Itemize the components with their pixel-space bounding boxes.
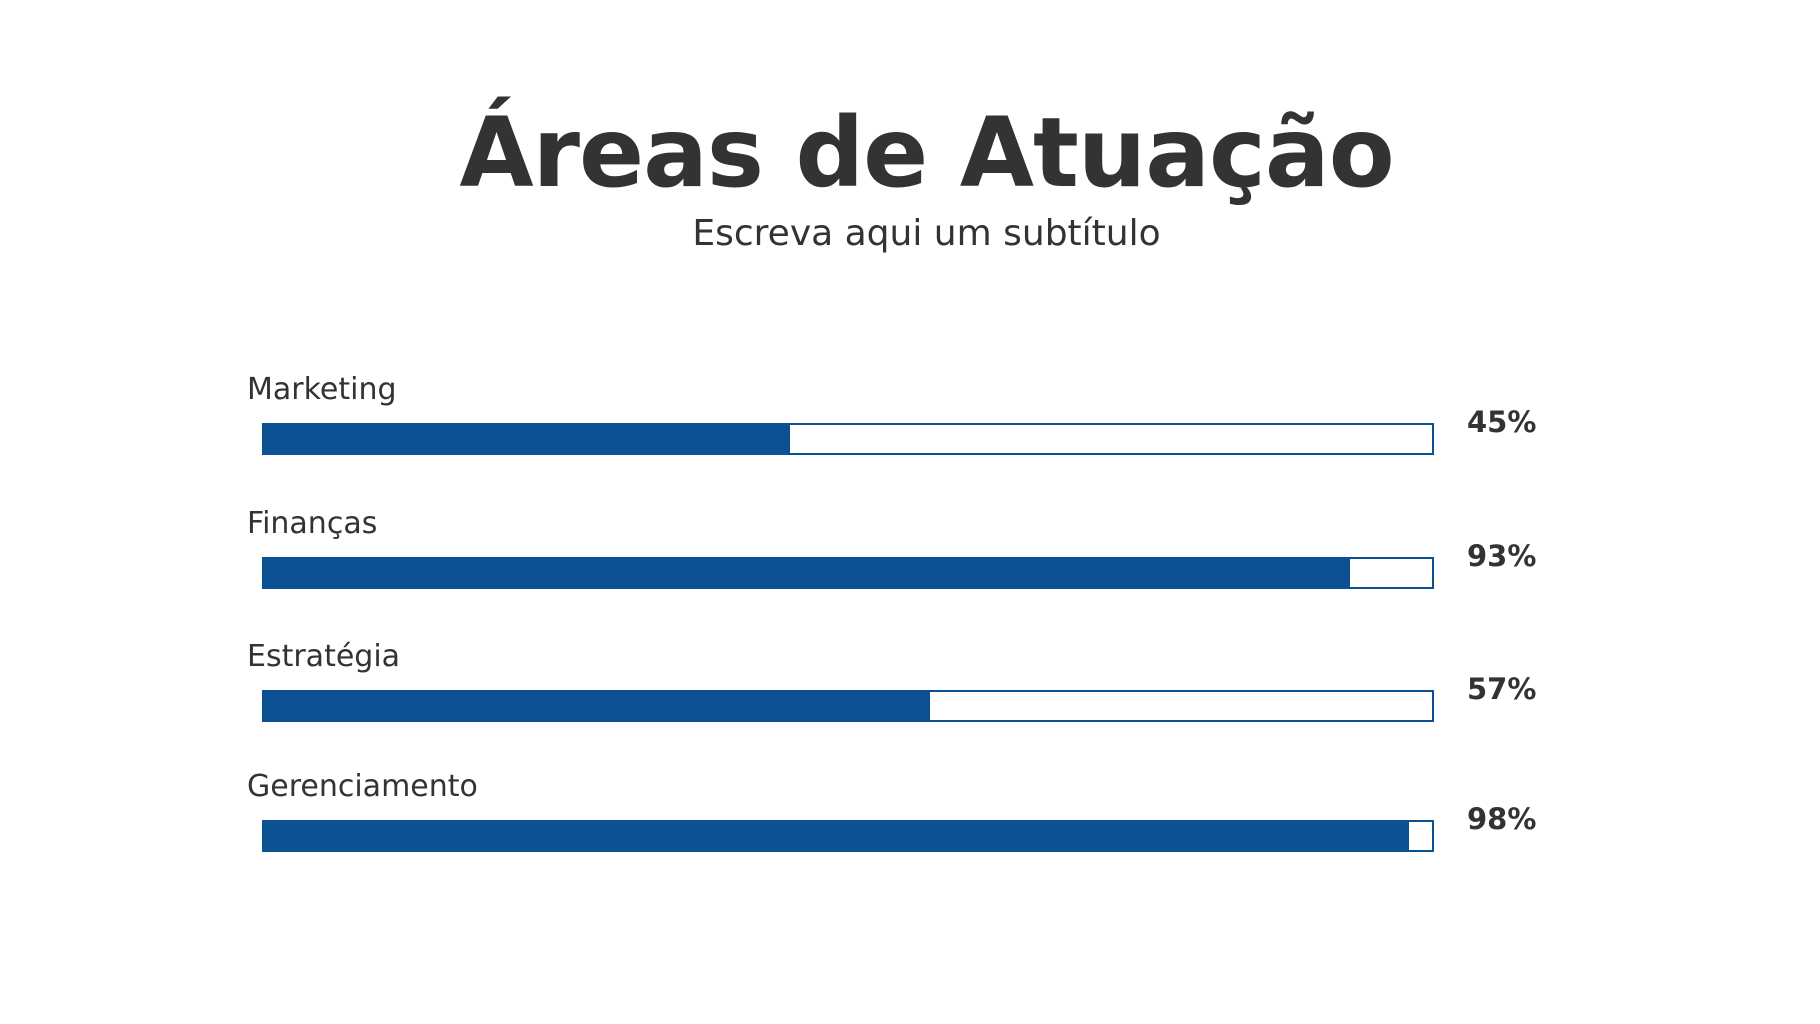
bar-row: Gerenciamento 98% — [0, 769, 1820, 879]
bar-category-label: Marketing — [247, 372, 397, 407]
bar-track — [262, 690, 1434, 722]
bar-track — [262, 423, 1434, 455]
bar-row: Finanças 93% — [0, 506, 1820, 616]
bar-category-label: Estratégia — [247, 639, 401, 674]
bar-value-label: 98% — [1467, 802, 1537, 836]
bar-fill — [264, 559, 1351, 587]
bar-track — [262, 557, 1434, 589]
bar-value-label: 93% — [1467, 539, 1537, 573]
bar-category-label: Gerenciamento — [247, 769, 478, 804]
bar-value-label: 45% — [1467, 405, 1537, 439]
bar-fill — [264, 425, 790, 453]
bar-track — [262, 820, 1434, 852]
bar-fill — [264, 692, 930, 720]
bar-row: Estratégia 57% — [0, 639, 1820, 749]
bar-category-label: Finanças — [247, 506, 378, 541]
bar-value-label: 57% — [1467, 672, 1537, 706]
bar-fill — [264, 822, 1409, 850]
chart-title: Áreas de Atuação — [459, 97, 1394, 209]
bar-row: Marketing 45% — [0, 372, 1820, 482]
chart-subtitle: Escreva aqui um subtítulo — [692, 213, 1161, 254]
